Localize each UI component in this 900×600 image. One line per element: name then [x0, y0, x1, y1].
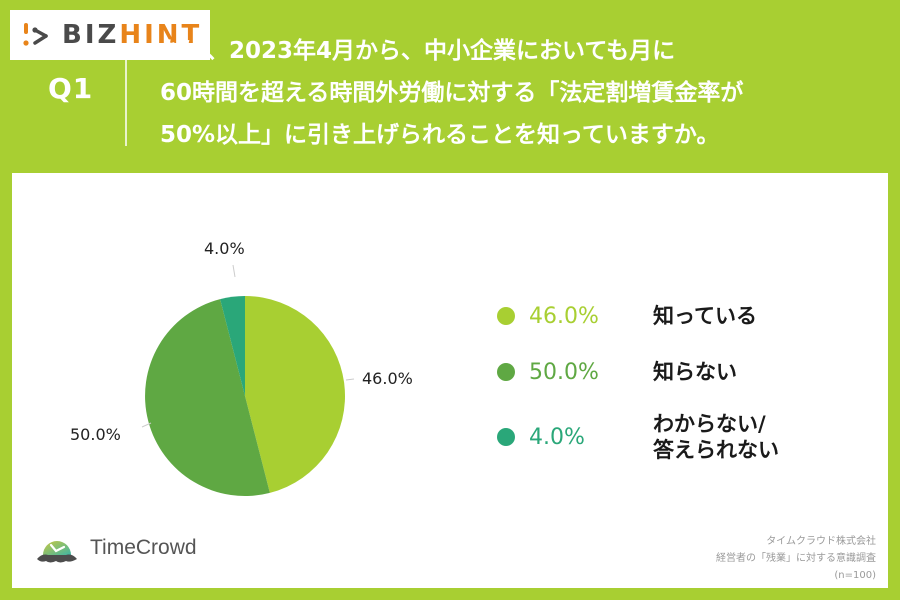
source-sample-size: (n=100) [834, 570, 876, 581]
legend-dot-know [497, 307, 515, 325]
leader-line [141, 422, 152, 428]
pie-slice-know [245, 296, 345, 493]
pie-slice-dont-know [145, 299, 270, 496]
pie-label-know: 46.0% [362, 369, 413, 388]
pie-label-unsure: 4.0% [204, 239, 245, 258]
bizhint-wordmark: BIZHINT [62, 18, 202, 52]
question-line-2: 60時間を超える時間外労働に対する「法定割増賃金率が [160, 80, 744, 106]
timecrowd-brand: TimeCrowd [34, 531, 197, 565]
legend-label-dont-know: 知らない [653, 360, 737, 384]
leader-line [345, 378, 355, 381]
logo-part-biz: BIZ [62, 20, 120, 50]
timecrowd-clock-icon [37, 541, 77, 563]
question-text: たは、2023年4月から、中小企業においても月に 60時間を超える時間外労働に対… [160, 30, 880, 156]
legend-pct-dont-know: 50.0% [529, 359, 599, 385]
legend-label-unsure-line-2: 答えられない [653, 438, 779, 462]
chart-card: 4.0% 46.0% 50.0% 46.0% 知っている 50.0% 知らない … [12, 173, 888, 588]
legend-item-know: 46.0% 知っている [497, 303, 757, 329]
legend-label-unsure: わからない/ 答えられない [653, 411, 779, 463]
legend-dot-dont-know [497, 363, 515, 381]
question-number: Q1 [48, 72, 94, 105]
bizhint-logo: BIZHINT [10, 10, 210, 60]
leader-line [232, 264, 236, 278]
source-survey: 経営者の「残業」に対する意識調査 [716, 553, 876, 564]
legend-item-dont-know: 50.0% 知らない [497, 359, 737, 385]
logo-part-hint: HINT [119, 20, 203, 50]
question-divider [125, 58, 127, 146]
pie-chart [141, 264, 355, 496]
question-line-3: 50%以上」に引き上げられることを知っていますか。 [160, 122, 720, 148]
legend-label-know: 知っている [653, 304, 757, 328]
legend-label-unsure-line-1: わからない/ [653, 412, 766, 436]
source-company: タイムクラウド株式会社 [766, 536, 876, 547]
pie-label-dont-know: 50.0% [70, 425, 121, 444]
legend-item-unsure: 4.0% わからない/ 答えられない [497, 411, 779, 463]
legend-pct-know: 46.0% [529, 303, 599, 329]
legend-dot-unsure [497, 428, 515, 446]
legend-pct-unsure: 4.0% [529, 424, 585, 450]
source-note: タイムクラウド株式会社 経営者の「残業」に対する意識調査 (n=100) [716, 533, 876, 584]
timecrowd-name: TimeCrowd [90, 536, 197, 559]
bizhint-play-icon [23, 23, 48, 46]
pie-slice-unsure [220, 296, 245, 396]
question-line-1: たは、2023年4月から、中小企業においても月に [160, 38, 676, 64]
